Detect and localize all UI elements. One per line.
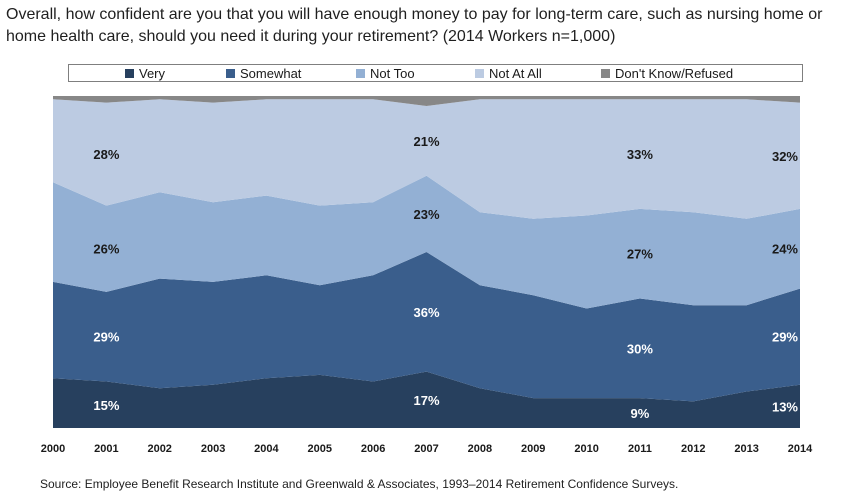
data-label-not-at-all-2011: 33%	[627, 147, 653, 162]
stacked-area-chart: 15% 29% 26% 28% 17% 36% 23% 21% 9% 30% 27% 33% 13% 29…	[41, 96, 813, 455]
data-label-not-too-2007: 23%	[413, 207, 439, 222]
x-tick-2010: 2010	[574, 443, 598, 455]
x-tick-2001: 2001	[94, 443, 118, 455]
data-label-group: 15% 29% 26% 28% 17% 36% 23% 21% 9% 30% 27% 33% 13% 29…	[93, 134, 798, 421]
x-tick-2004: 2004	[254, 443, 279, 455]
x-tick-2006: 2006	[361, 443, 385, 455]
data-label-very-2007: 17%	[413, 393, 439, 408]
legend: Very Somewhat Not Too Not At All Don't K…	[68, 64, 803, 82]
area-don-t-know-refused	[53, 96, 800, 106]
legend-swatch-very	[125, 68, 134, 78]
legend-label-somewhat: Somewhat	[240, 65, 302, 81]
x-tick-2011: 2011	[628, 443, 652, 455]
area-not-at-all	[53, 99, 800, 219]
x-tick-2012: 2012	[681, 443, 705, 455]
data-label-not-too-2014: 24%	[772, 242, 798, 257]
chart-title: Overall, how confident are you that you …	[6, 6, 823, 45]
x-tick-2009: 2009	[521, 443, 545, 455]
legend-item-dont-know: Don't Know/Refused	[601, 65, 733, 81]
x-tick-2014: 2014	[788, 443, 813, 455]
data-label-somewhat-2001: 29%	[93, 330, 119, 345]
data-label-somewhat-2014: 29%	[772, 330, 798, 345]
legend-label-not-at-all: Not At All	[489, 65, 542, 81]
legend-item-not-at-all: Not At All	[475, 65, 542, 81]
x-tick-2000: 2000	[41, 443, 65, 455]
data-label-somewhat-2011: 30%	[627, 341, 653, 356]
data-label-not-at-all-2007: 21%	[413, 134, 439, 149]
legend-label-very: Very	[139, 65, 166, 81]
source-note: Source: Employee Benefit Research Instit…	[40, 477, 679, 491]
x-tick-2002: 2002	[147, 443, 171, 455]
data-label-not-too-2011: 27%	[627, 247, 653, 262]
data-label-not-at-all-2014: 32%	[772, 149, 798, 164]
x-tick-2003: 2003	[201, 443, 225, 455]
x-axis-ticks: 2000 2001 2002 2003 2004 2005 2006 2007 2008 2009…	[41, 443, 813, 455]
area-series-group	[53, 96, 800, 428]
x-tick-2007: 2007	[414, 443, 438, 455]
area-very	[53, 371, 800, 428]
legend-swatch-not-too	[356, 68, 365, 78]
legend-swatch-somewhat	[226, 68, 235, 78]
data-label-very-2014: 13%	[772, 399, 798, 414]
legend-item-not-too: Not Too	[356, 65, 415, 81]
legend-item-somewhat: Somewhat	[226, 65, 301, 81]
legend-label-not-too: Not Too	[370, 65, 415, 81]
area-somewhat	[53, 252, 800, 402]
data-label-very-2001: 15%	[93, 398, 119, 413]
data-label-somewhat-2007: 36%	[413, 305, 439, 320]
legend-swatch-not-at-all	[475, 68, 484, 78]
data-label-not-too-2001: 26%	[93, 242, 119, 257]
data-label-not-at-all-2001: 28%	[93, 147, 119, 162]
area-not-too	[53, 175, 800, 309]
data-label-very-2011: 9%	[631, 406, 650, 421]
legend-item-very: Very	[125, 65, 165, 81]
legend-swatch-dont-know	[601, 68, 610, 78]
x-tick-2013: 2013	[734, 443, 758, 455]
legend-label-dont-know: Don't Know/Refused	[615, 65, 734, 81]
x-tick-2008: 2008	[468, 443, 492, 455]
x-tick-2005: 2005	[308, 443, 332, 455]
